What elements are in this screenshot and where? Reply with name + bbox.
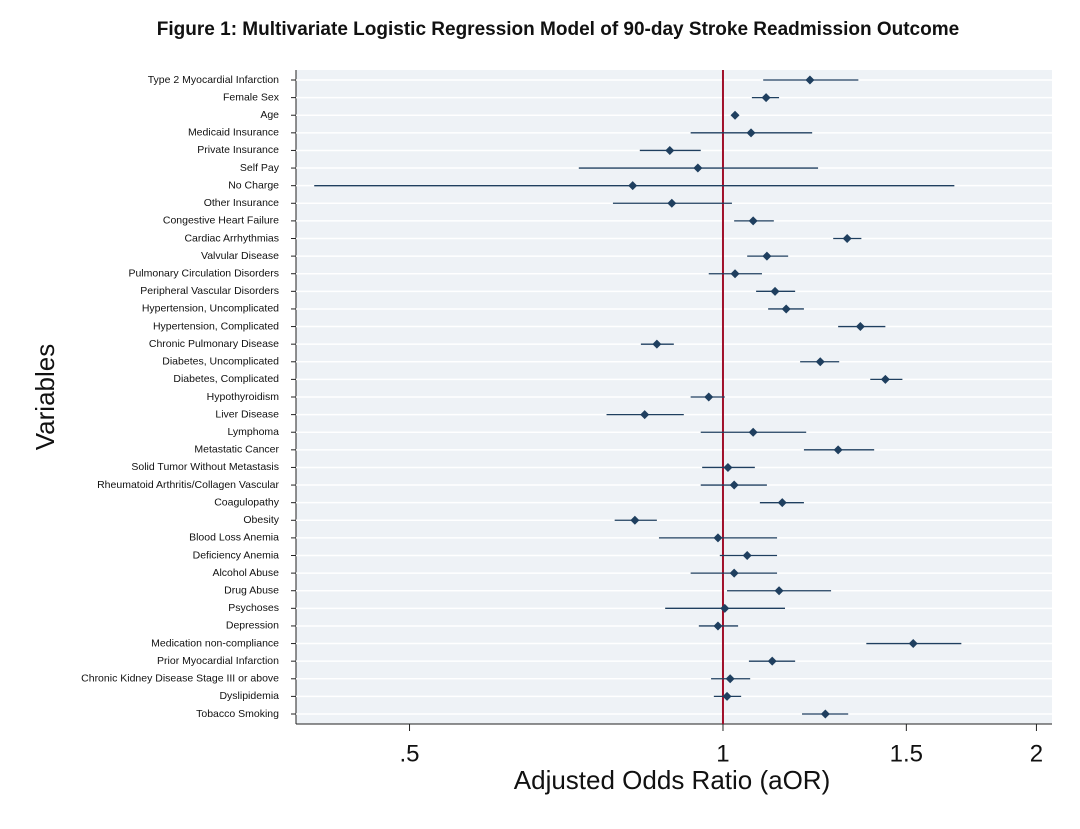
point-estimate (704, 392, 714, 402)
point-estimate (748, 216, 758, 226)
y-tick-label: Coagulopathy (214, 496, 280, 508)
point-estimate (777, 498, 787, 508)
y-tick-label: Self Pay (240, 162, 280, 174)
x-tick-label: 2 (1030, 740, 1043, 767)
chart-title: Figure 1: Multivariate Logistic Regressi… (157, 19, 959, 40)
y-axis-label: Variables (30, 344, 60, 450)
point-estimate (667, 198, 677, 208)
y-tick-label: Hypertension, Complicated (153, 320, 279, 332)
y-tick-label: Deficiency Anemia (193, 549, 280, 561)
y-tick-label: Rheumatoid Arthritis/Collagen Vascular (97, 479, 279, 491)
point-estimate (815, 357, 825, 367)
point-estimate (730, 269, 740, 279)
y-tick-label: Medicaid Insurance (188, 127, 279, 139)
point-estimate (767, 656, 777, 666)
y-tick-label: Alcohol Abuse (212, 567, 279, 579)
x-tick-label: 1 (716, 740, 729, 767)
x-tick-label: 1.5 (890, 740, 923, 767)
point-estimate (729, 568, 739, 578)
point-estimate (774, 586, 784, 596)
y-tick-label: Medication non-compliance (151, 637, 279, 649)
point-estimate (730, 110, 740, 120)
y-tick-label: Drug Abuse (224, 585, 279, 597)
point-estimate (761, 93, 771, 103)
point-estimate (723, 462, 733, 472)
y-tick-label: Solid Tumor Without Metastasis (131, 461, 279, 473)
point-estimate (630, 515, 640, 525)
point-estimate (729, 480, 739, 490)
y-tick-label: Liver Disease (215, 408, 279, 420)
point-estimate (855, 322, 865, 332)
y-tick-label: Hypertension, Uncomplicated (142, 303, 279, 315)
y-tick-label: Other Insurance (204, 197, 279, 209)
point-estimate (713, 621, 723, 631)
y-tick-label: Peripheral Vascular Disorders (140, 285, 279, 297)
point-estimate (833, 445, 843, 455)
point-estimate (908, 639, 918, 649)
y-tick-label: Diabetes, Uncomplicated (162, 356, 279, 368)
y-tick-label: Chronic Kidney Disease Stage III or abov… (81, 673, 279, 685)
point-estimate (713, 533, 723, 543)
y-tick-label: Age (260, 109, 279, 121)
point-estimate (742, 551, 752, 560)
y-tick-label: Tobacco Smoking (196, 708, 279, 720)
point-estimate (693, 163, 703, 173)
y-tick-label: Psychoses (228, 602, 279, 614)
point-estimate (842, 234, 852, 243)
y-tick-label: Prior Myocardial Infarction (157, 655, 279, 667)
y-tick-label: Pulmonary Circulation Disorders (128, 268, 279, 280)
y-tick-label: No Charge (228, 179, 279, 191)
point-estimate (880, 374, 890, 384)
y-tick-label: Lymphoma (227, 426, 279, 438)
point-estimate (725, 674, 735, 684)
y-tick-label: Cardiac Arrhythmias (184, 232, 279, 244)
y-tick-label: Obesity (243, 514, 279, 526)
point-estimate (781, 304, 791, 314)
point-estimate (748, 427, 758, 437)
x-axis-label: Adjusted Odds Ratio (aOR) (514, 765, 830, 795)
point-estimate (746, 128, 756, 138)
y-tick-label: Private Insurance (197, 144, 279, 156)
y-tick-label: Congestive Heart Failure (163, 215, 279, 227)
y-tick-label: Blood Loss Anemia (189, 532, 279, 544)
point-estimate (652, 339, 662, 349)
y-tick-label: Chronic Pulmonary Disease (149, 338, 279, 350)
point-estimate (640, 410, 650, 420)
y-tick-label: Metastatic Cancer (194, 444, 279, 456)
point-estimate (805, 75, 815, 85)
point-estimate (820, 709, 830, 719)
y-tick-label: Female Sex (223, 91, 280, 103)
point-estimate (665, 145, 675, 155)
x-tick-label: .5 (400, 740, 420, 767)
y-tick-label: Diabetes, Complicated (173, 373, 279, 385)
point-estimate (720, 603, 730, 613)
y-tick-label: Dyslipidemia (219, 690, 279, 702)
point-estimate (722, 691, 732, 701)
y-tick-label: Depression (226, 620, 279, 632)
y-tick-label: Hypothyroidism (207, 391, 280, 403)
point-estimate (770, 286, 780, 296)
y-tick-label: Type 2 Myocardial Infarction (148, 74, 279, 86)
point-estimate (762, 251, 772, 261)
y-tick-label: Valvular Disease (201, 250, 279, 262)
point-estimate (628, 181, 638, 191)
